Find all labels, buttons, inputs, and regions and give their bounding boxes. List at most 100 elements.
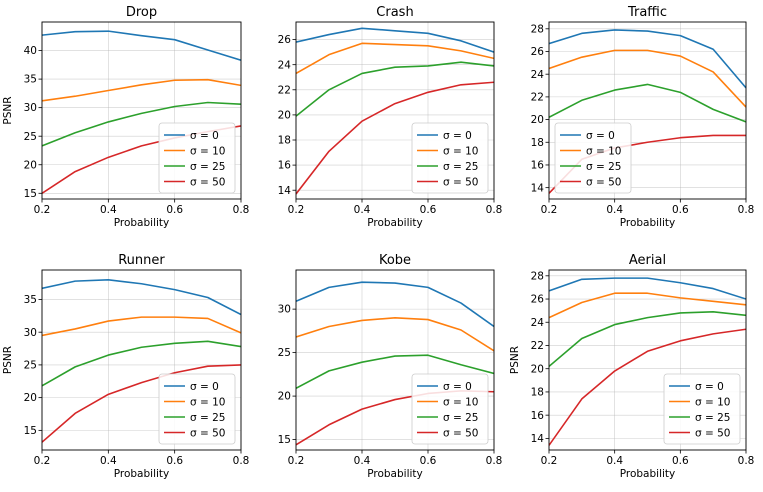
legend-label: σ = 50 [443,427,479,439]
x-tick-label: 0.6 [672,204,689,216]
x-axis-label: Probability [114,217,170,229]
series-line-3 [549,328,746,446]
x-tick-label: 0.2 [541,455,558,467]
series-group [549,277,746,446]
series-line-2 [296,61,494,117]
y-tick-label: 15 [24,188,37,200]
series-group [296,27,494,195]
y-tick-label: 20 [278,391,291,403]
x-tick-label: 0.8 [738,204,755,216]
legend-label: σ = 25 [586,161,622,173]
subplot-title: Drop [126,5,157,20]
series-line-0 [296,27,494,53]
y-tick-label: 40 [24,45,37,57]
legend-label: σ = 10 [190,396,226,408]
legend-label: σ = 0 [443,381,472,393]
series-line-2 [42,101,241,147]
x-tick-label: 0.6 [166,204,183,216]
legend-label: σ = 10 [190,145,226,157]
series-line-1 [42,78,241,102]
series-line-2 [549,311,746,367]
y-tick-label: 15 [24,425,37,437]
y-tick-label: 16 [531,160,545,172]
y-tick-label: 25 [24,131,37,143]
y-tick-label: 35 [24,74,37,86]
legend-label: σ = 10 [443,145,479,157]
y-tick-label: 25 [278,347,291,359]
series-line-2 [549,83,746,123]
y-tick-label: 30 [24,102,37,114]
y-tick-label: 14 [278,185,292,197]
x-tick-label: 0.8 [738,455,755,467]
y-tick-label: 24 [531,317,545,329]
y-tick-label: 20 [278,109,291,121]
x-tick-label: 0.8 [233,455,250,467]
y-tick-label: 22 [278,84,291,96]
y-tick-label: 20 [24,392,37,404]
x-tick-label: 0.6 [420,204,437,216]
legend-label: σ = 0 [190,130,219,142]
x-tick-label: 0.2 [34,455,51,467]
x-tick-label: 0.2 [288,455,305,467]
legend-label: σ = 10 [443,396,479,408]
y-axis-label: PSNR [2,346,14,374]
plot-frame [548,269,747,451]
series-group [42,279,241,443]
subplot-title: Runner [118,253,165,268]
y-tick-label: 24 [278,59,292,71]
x-tick-label: 0.2 [541,204,558,216]
subplot-aerial: 0.2 0.4 0.6 0.8 14 16 18 20 22 24 26 28 Aerial Probab… [509,253,754,480]
y-tick-label: 15 [278,434,291,446]
plot-frame [41,269,242,451]
plot-frame [41,21,242,200]
y-tick-label: 25 [24,360,37,372]
series-line-2 [42,340,241,387]
y-tick-label: 22 [531,340,544,352]
legend: σ = 0 σ = 10 σ = 25 σ = 50 [158,122,236,194]
series-line-1 [549,292,746,319]
x-tick-label: 0.2 [288,204,305,216]
x-tick-label: 0.4 [354,455,371,467]
y-tick-label: 24 [531,69,545,81]
y-tick-label: 18 [278,135,291,147]
x-tick-label: 0.4 [100,455,117,467]
plot-frame [295,269,495,451]
series-line-2 [296,354,494,389]
y-tick-label: 16 [278,160,292,172]
legend-label: σ = 50 [190,427,226,439]
legend-label: σ = 25 [443,161,479,173]
subplot-crash: 0.2 0.4 0.6 0.8 14 16 18 20 22 24 26 Crash Probabili… [278,5,503,229]
x-tick-label: 0.6 [672,455,689,467]
subplot-kobe: 0.2 0.4 0.6 0.8 15 20 25 30 Kobe Probability σ = 0… [278,253,503,480]
series-line-0 [296,281,494,328]
legend-box [411,122,489,194]
x-tick-label: 0.6 [166,455,183,467]
legend-label: σ = 25 [190,161,226,173]
subplot-runner: 0.2 0.4 0.6 0.8 15 20 25 30 35 Runner Probability P… [2,253,249,480]
y-axis-label: PSNR [509,346,521,374]
y-tick-label: 18 [531,137,544,149]
series-group [549,29,746,194]
x-tick-label: 0.8 [486,204,503,216]
x-tick-label: 0.8 [233,204,250,216]
legend-box [411,373,489,445]
plot-frame [548,21,747,200]
x-tick-label: 0.4 [100,204,117,216]
y-tick-label: 20 [531,114,544,126]
legend-box [158,373,236,445]
y-tick-label: 20 [531,363,544,375]
series-line-0 [42,279,241,316]
series-line-0 [549,277,746,300]
legend: σ = 0 σ = 10 σ = 25 σ = 50 [411,373,489,445]
legend-label: σ = 10 [586,145,622,157]
x-axis-label: Probability [114,468,170,480]
subplot-title: Crash [376,5,413,20]
series-line-1 [296,42,494,75]
legend-label: σ = 50 [190,176,226,188]
y-tick-label: 22 [531,91,544,103]
legend-label: σ = 10 [695,396,731,408]
subplot-drop: 0.2 0.4 0.6 0.8 15 20 25 30 35 40 Drop Probability P… [2,5,249,229]
x-axis-label: Probability [620,468,676,480]
legend-label: σ = 25 [190,412,226,424]
y-tick-label: 18 [531,387,544,399]
